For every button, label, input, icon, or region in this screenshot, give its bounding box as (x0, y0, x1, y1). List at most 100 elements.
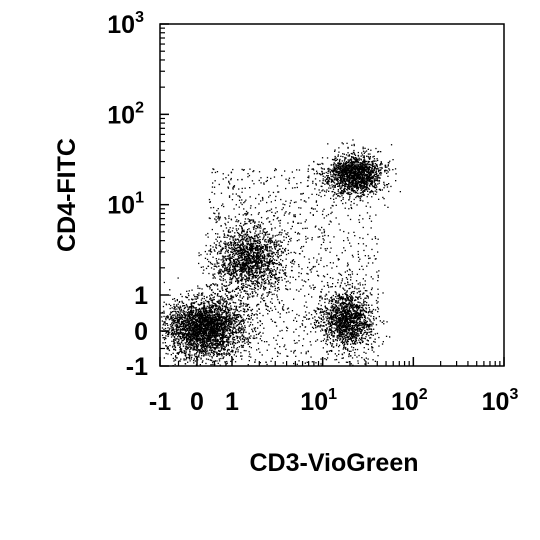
scatter-point (199, 334, 201, 336)
scatter-point (199, 303, 201, 306)
scatter-point (252, 274, 255, 276)
scatter-point (250, 250, 252, 252)
scatter-point (204, 309, 206, 311)
scatter-point (219, 308, 222, 310)
scatter-point (326, 339, 328, 341)
scatter-point (171, 346, 174, 348)
scatter-point (199, 364, 201, 366)
scatter-point (272, 270, 274, 273)
scatter-point (204, 302, 206, 304)
scatter-point (216, 353, 218, 355)
scatter-point (229, 312, 231, 314)
scatter-point (247, 279, 249, 281)
scatter-point (246, 230, 248, 233)
scatter-point (216, 327, 219, 329)
scatter-point (174, 345, 176, 347)
scatter-point (222, 331, 224, 333)
scatter-point (205, 320, 207, 322)
scatter-point (199, 329, 201, 331)
scatter-point (201, 341, 203, 343)
scatter-point (216, 322, 218, 324)
scatter-point (259, 272, 262, 274)
scatter-point (238, 262, 240, 264)
scatter-point (244, 223, 246, 225)
scatter-point (227, 250, 229, 252)
scatter-point (225, 314, 227, 316)
scatter-point (270, 260, 273, 262)
scatter-point (241, 256, 244, 258)
scatter-point (198, 294, 200, 296)
scatter-point (260, 275, 262, 277)
scatter-point (194, 313, 197, 315)
scatter-point (179, 337, 181, 339)
scatter-point (194, 335, 196, 337)
scatter-point (268, 268, 270, 270)
scatter-point (229, 298, 231, 300)
scatter-point (166, 331, 168, 333)
scatter-point (204, 345, 207, 347)
scatter-point (185, 325, 187, 328)
scatter-point (236, 294, 238, 296)
scatter-point (276, 259, 278, 261)
scatter-point (235, 348, 238, 350)
scatter-point (189, 327, 191, 329)
scatter-point (227, 320, 229, 322)
scatter-point (240, 275, 242, 277)
scatter-point (229, 270, 231, 273)
scatter-point (257, 251, 259, 253)
scatter-point (223, 336, 225, 338)
scatter-point (278, 277, 280, 279)
scatter-point (190, 306, 192, 308)
scatter-point (182, 343, 184, 345)
scatter-point (228, 323, 230, 325)
scatter-point (251, 236, 253, 239)
scatter-point (180, 342, 182, 344)
scatter-point (350, 310, 352, 312)
scatter-point (208, 306, 210, 308)
scatter-point (200, 299, 203, 301)
scatter-point (234, 309, 237, 311)
scatter-point (222, 342, 224, 344)
scatter-point (207, 302, 210, 304)
scatter-point (257, 237, 259, 239)
scatter-point (239, 330, 241, 332)
scatter-point (211, 289, 213, 292)
scatter-point (215, 308, 217, 311)
scatter-point (225, 305, 227, 307)
scatter-point (196, 348, 198, 350)
scatter-point (228, 291, 230, 293)
scatter-point (234, 262, 236, 265)
scatter-point (179, 331, 182, 333)
scatter-point (222, 334, 224, 336)
scatter-point (200, 350, 202, 352)
scatter-point (163, 328, 165, 330)
scatter-point (235, 307, 237, 309)
scatter-point (223, 330, 225, 332)
scatter-point (255, 249, 258, 251)
scatter-point (231, 271, 233, 273)
scatter-point (236, 274, 238, 276)
scatter-point (218, 350, 220, 352)
scatter-point (201, 348, 203, 350)
scatter-point (270, 291, 272, 293)
scatter-point (231, 268, 234, 271)
scatter-point (378, 345, 380, 347)
scatter-point (253, 266, 255, 268)
scatter-point (287, 289, 289, 291)
scatter-point (163, 323, 165, 325)
scatter-point (238, 259, 240, 262)
scatter-point (212, 330, 215, 333)
scatter-point (233, 323, 235, 325)
scatter-point (251, 266, 253, 268)
scatter-point (317, 308, 320, 311)
scatter-point (193, 358, 195, 360)
scatter-point (256, 253, 258, 256)
scatter-point (211, 299, 214, 302)
scatter-point (258, 239, 260, 241)
scatter-point (195, 316, 197, 318)
scatter-point (189, 323, 191, 326)
scatter-point (197, 332, 199, 334)
scatter-point (194, 348, 196, 350)
scatter-point (164, 327, 167, 330)
scatter-point (276, 234, 278, 236)
